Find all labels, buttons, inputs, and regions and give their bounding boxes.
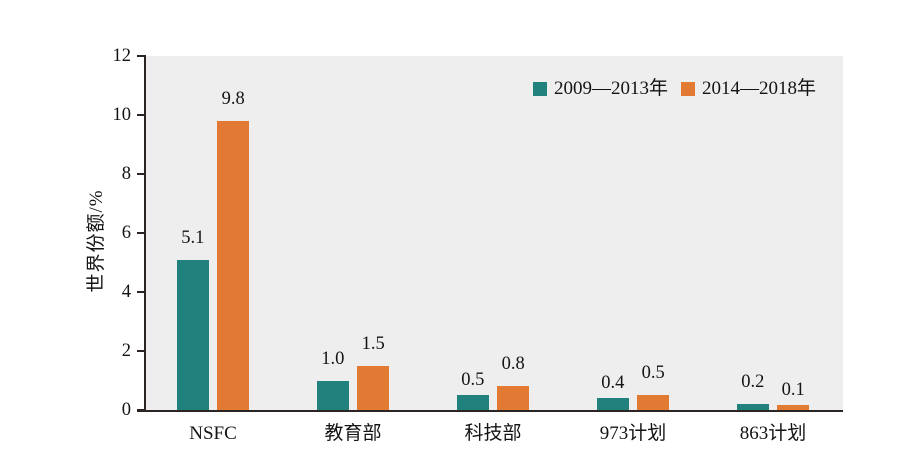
bar-2014—2018年-863计划 (777, 405, 809, 410)
value-label: 1.0 (321, 348, 345, 369)
value-label: 5.1 (181, 227, 205, 248)
x-category-label: 863计划 (739, 423, 807, 444)
value-label: 0.1 (781, 380, 805, 400)
legend-label: 2009—2013年 (554, 78, 669, 99)
value-label: 0.8 (501, 354, 525, 375)
y-tick-label: 0 (121, 400, 131, 420)
y-tick-mark (137, 409, 145, 411)
bar-2009—2013年-NSFC (176, 259, 209, 410)
y-tick-label: 12 (112, 46, 132, 66)
x-category-label: NSFC (189, 423, 237, 444)
y-tick-label: 10 (112, 105, 132, 125)
value-label: 0.2 (741, 372, 765, 393)
y-axis-line (144, 55, 146, 411)
y-tick-label: 2 (121, 341, 131, 361)
bar-2009—2013年-973计划 (596, 398, 629, 410)
x-category-label: 教育部 (324, 423, 382, 444)
legend-swatch (681, 82, 695, 96)
value-label: 0.5 (461, 370, 485, 391)
bar-2014—2018年-教育部 (357, 365, 389, 410)
legend-label: 2014—2018年 (702, 78, 817, 99)
y-tick-mark (137, 114, 145, 116)
bar-2014—2018年-科技部 (497, 386, 529, 410)
y-tick-label: 8 (121, 164, 131, 184)
y-tick-mark (137, 173, 145, 175)
x-axis-line (137, 409, 843, 412)
y-axis-title: 世界份额/% (86, 189, 107, 293)
bar-2014—2018年-973计划 (637, 395, 669, 410)
y-tick-mark (137, 291, 145, 293)
value-label: 0.4 (601, 373, 625, 394)
value-label: 9.8 (221, 88, 245, 109)
bar-2009—2013年-教育部 (316, 380, 349, 410)
bar-2014—2018年-NSFC (217, 120, 249, 410)
legend-swatch (533, 82, 547, 96)
x-category-label: 科技部 (464, 423, 522, 444)
x-category-label: 973计划 (599, 423, 667, 444)
plot-area (146, 56, 843, 410)
y-tick-mark (137, 350, 145, 352)
value-label: 0.5 (641, 363, 665, 384)
y-tick-mark (137, 232, 145, 234)
y-tick-label: 6 (121, 223, 131, 243)
bar-2009—2013年-科技部 (456, 395, 489, 410)
bar-2009—2013年-863计划 (736, 404, 769, 410)
value-label: 1.5 (361, 333, 385, 354)
legend-item: 2009—2013年 (533, 78, 669, 99)
y-tick-mark (137, 55, 145, 57)
legend-item: 2014—2018年 (681, 78, 817, 99)
y-tick-label: 4 (121, 282, 131, 302)
